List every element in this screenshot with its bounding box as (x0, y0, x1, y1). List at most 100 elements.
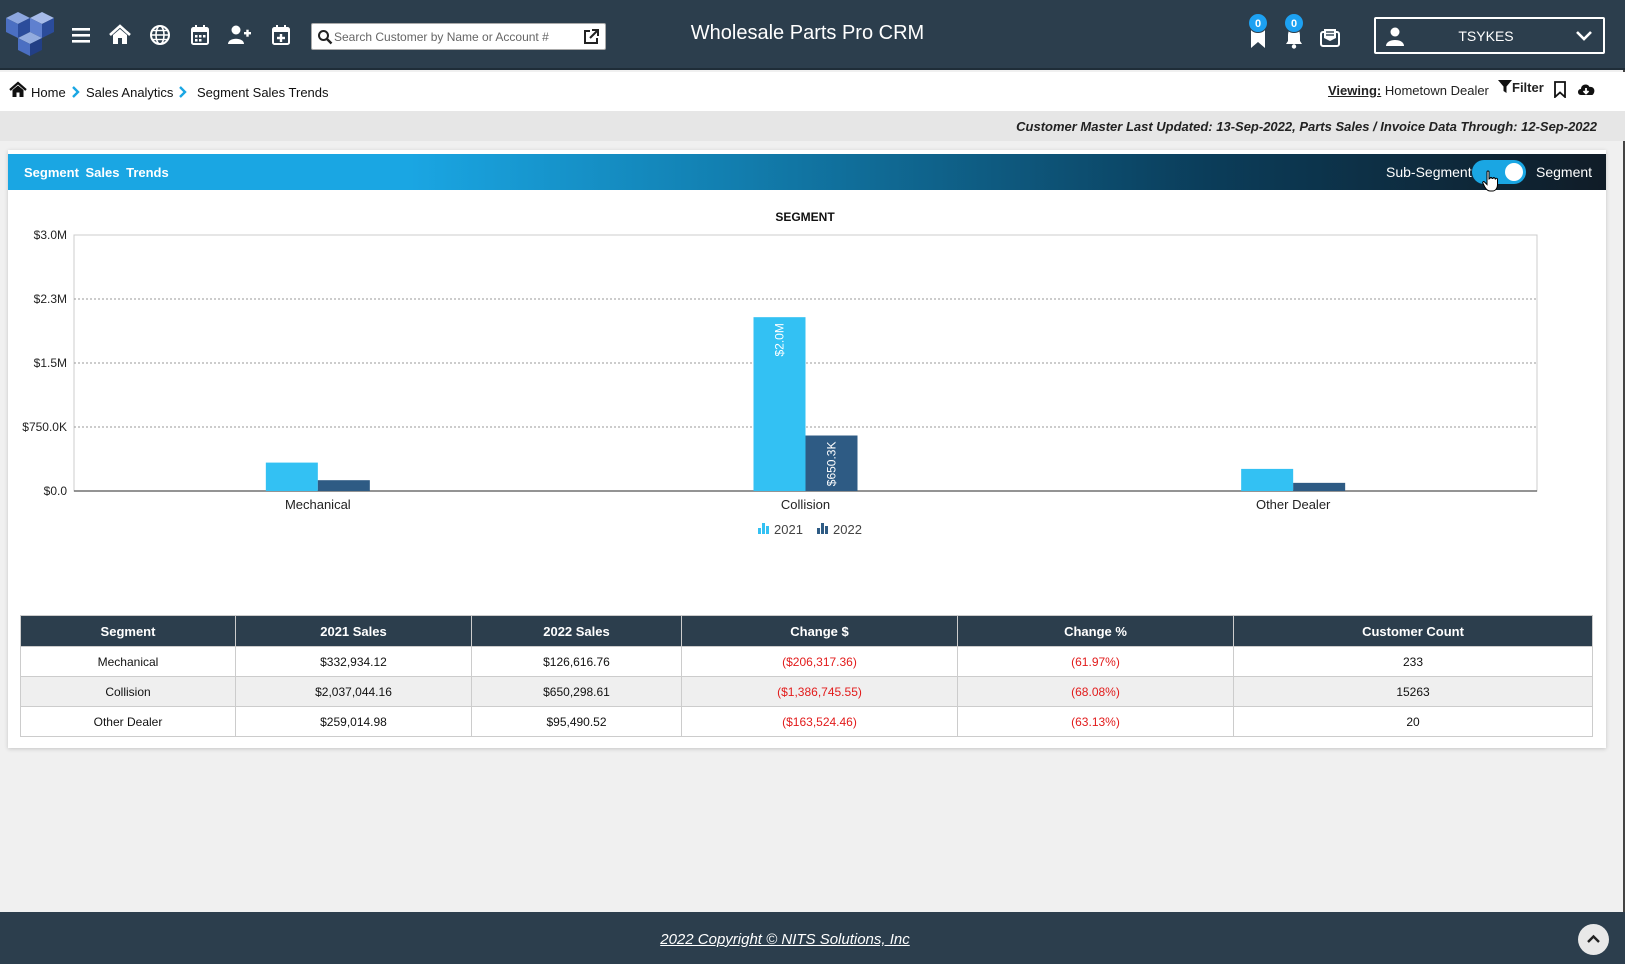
breadcrumb-sales-analytics[interactable]: Sales Analytics (86, 85, 174, 100)
cell-change-dollar: ($163,524.46) (681, 706, 958, 737)
add-user-icon[interactable] (226, 22, 252, 48)
legend-item-2021: 2021 (758, 522, 803, 537)
bookmarks-button[interactable]: 0 (1246, 13, 1270, 50)
panel-header: Segment Sales Trends Sub-Segment Segment (8, 154, 1606, 192)
customer-search[interactable] (311, 23, 606, 50)
table-row[interactable]: Other Dealer $259,014.98 $95,490.52 ($16… (20, 706, 1593, 737)
cell-change-percent: (63.13%) (957, 706, 1234, 737)
col-header-change-percent[interactable]: Change % (957, 615, 1234, 647)
cell-2022-sales: $126,616.76 (471, 646, 682, 677)
filter-button[interactable]: Filter (1498, 80, 1544, 95)
chevron-down-icon (1576, 31, 1592, 41)
notifications-button[interactable]: 0 (1282, 13, 1306, 50)
chevron-up-icon (1587, 934, 1600, 943)
cell-2021-sales: $259,014.98 (235, 706, 472, 737)
y-tick-label: $1.5M (34, 356, 67, 370)
cell-segment: Mechanical (20, 646, 236, 677)
y-tick-label: $750.0K (22, 420, 67, 434)
bar-other-dealer-2021 (1241, 468, 1294, 491)
breadcrumb-home[interactable]: Home (31, 85, 66, 100)
col-header-customer-count[interactable]: Customer Count (1233, 615, 1593, 647)
viewing-label: Viewing: (1328, 83, 1382, 98)
col-header-2021-sales[interactable]: 2021 Sales (235, 615, 472, 647)
user-name: TSYKES (1458, 28, 1514, 44)
segment-sales-table: Segment 2021 Sales 2022 Sales Change $ C… (20, 615, 1593, 737)
col-header-2022-sales[interactable]: 2022 Sales (471, 615, 682, 647)
messages-button[interactable] (1318, 24, 1342, 50)
bar-mechanical-2022 (317, 480, 370, 491)
chevron-right-icon (72, 86, 80, 98)
breadcrumb: Home Sales Analytics Segment Sales Trend… (0, 72, 1625, 111)
col-header-change-dollar[interactable]: Change $ (681, 615, 958, 647)
legend-icon-bar (825, 526, 828, 534)
viewing-value: Hometown Dealer (1384, 83, 1489, 98)
chevron-right-icon (179, 86, 187, 98)
legend-label: 2022 (833, 522, 862, 537)
hand-cursor-icon (1482, 170, 1498, 192)
legend-label: 2021 (774, 522, 803, 537)
cell-2022-sales: $95,490.52 (471, 706, 682, 737)
home-icon[interactable] (107, 22, 133, 48)
bar-other-dealer-2022 (1293, 482, 1346, 491)
legend-icon-bar (762, 523, 765, 534)
legend-icon-bar (758, 528, 761, 534)
bookmark-icon[interactable] (1553, 81, 1567, 98)
footer: 2022 Copyright © NITS Solutions, Inc (0, 912, 1625, 964)
x-tick-label: Other Dealer (1256, 497, 1331, 512)
data-label: $2.0M (773, 323, 787, 356)
user-menu[interactable]: TSYKES (1374, 17, 1605, 54)
user-icon (1386, 27, 1404, 46)
cell-customer-count: 233 (1233, 646, 1593, 677)
cloud-download-icon[interactable] (1576, 81, 1596, 98)
notifications-badge: 0 (1284, 13, 1304, 33)
x-tick-label: Collision (781, 497, 830, 512)
search-icon (318, 30, 333, 45)
app-title: Wholesale Parts Pro CRM (690, 22, 925, 44)
cell-change-dollar: ($206,317.36) (681, 646, 958, 677)
cell-segment: Other Dealer (20, 706, 236, 737)
cell-customer-count: 15263 (1233, 676, 1593, 707)
table-row[interactable]: Mechanical $332,934.12 $126,616.76 ($206… (20, 646, 1593, 677)
x-tick-label: Mechanical (285, 497, 351, 512)
breadcrumb-current: Segment Sales Trends (197, 85, 329, 100)
legend-icon-bar (766, 526, 769, 534)
app-logo[interactable] (2, 10, 58, 58)
data-freshness-notice: Customer Master Last Updated: 13-Sep-202… (0, 111, 1625, 141)
table-row[interactable]: Collision $2,037,044.16 $650,298.61 ($1,… (20, 676, 1593, 707)
bar-mechanical-2021 (265, 462, 318, 491)
search-input[interactable] (334, 26, 574, 47)
toggle-label-sub-segment[interactable]: Sub-Segment (1386, 164, 1472, 180)
cell-change-dollar: ($1,386,745.55) (681, 676, 958, 707)
calendar-icon[interactable] (187, 22, 213, 48)
toggle-label-segment[interactable]: Segment (1536, 164, 1593, 180)
window-edge (1623, 70, 1625, 912)
toggle-knob (1505, 163, 1523, 181)
external-link-icon[interactable] (582, 28, 600, 46)
table-header-row: Segment 2021 Sales 2022 Sales Change $ C… (20, 615, 1593, 647)
filter-icon (1498, 80, 1512, 93)
globe-icon[interactable] (147, 22, 173, 48)
cell-segment: Collision (20, 676, 236, 707)
segment-toggle[interactable] (1472, 160, 1526, 184)
data-label: $650.3K (825, 442, 839, 487)
top-navbar: Wholesale Parts Pro CRM 0 0 TSYKES (0, 0, 1625, 70)
y-tick-label: $3.0M (34, 228, 67, 242)
cell-customer-count: 20 (1233, 706, 1593, 737)
menu-icon[interactable] (68, 22, 94, 48)
legend-icon-bar (817, 528, 820, 534)
scroll-to-top-button[interactable] (1578, 924, 1609, 955)
bookmarks-badge: 0 (1248, 13, 1268, 33)
cell-change-percent: (61.97%) (957, 646, 1234, 677)
mail-tray-icon (1320, 29, 1340, 47)
copyright-link[interactable]: 2022 Copyright © NITS Solutions, Inc (660, 931, 910, 948)
segment-sales-panel: Segment Sales Trends Sub-Segment Segment… (8, 150, 1606, 748)
bookmark-ribbon-icon (1251, 28, 1265, 48)
cell-change-percent: (68.08%) (957, 676, 1234, 707)
cell-2022-sales: $650,298.61 (471, 676, 682, 707)
filter-label: Filter (1512, 80, 1544, 95)
col-header-segment[interactable]: Segment (20, 615, 236, 647)
cell-2021-sales: $2,037,044.16 (235, 676, 472, 707)
viewing-indicator[interactable]: Viewing: Hometown Dealer (1328, 83, 1489, 98)
calendar-add-icon[interactable] (268, 22, 294, 48)
home-icon[interactable] (9, 81, 27, 99)
